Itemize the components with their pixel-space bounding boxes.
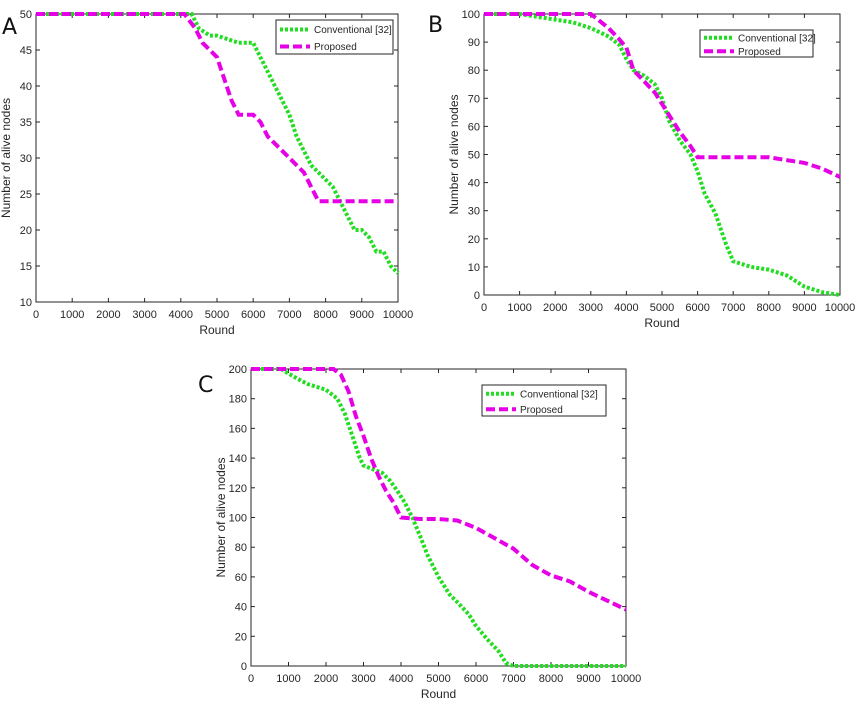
series-line-conventional (484, 12, 841, 297)
y-tick-label: 25 (20, 189, 32, 201)
y-tick-label: 20 (20, 225, 32, 237)
legend-label-conventional: Conventional [32] (520, 389, 598, 400)
y-tick-label: 20 (235, 631, 247, 643)
series-line-proposed (251, 367, 627, 612)
x-tick-label: 2000 (543, 302, 567, 314)
y-axis-title: Number of alive nodes (0, 98, 13, 218)
y-tick-label: 0 (474, 290, 480, 302)
x-tick-label: 0 (33, 309, 39, 321)
x-tick-label: 9000 (576, 673, 600, 685)
panel-letter: B (428, 13, 443, 38)
series-line-proposed (36, 12, 398, 204)
x-tick-label: 7000 (277, 309, 301, 321)
y-tick-label: 60 (235, 572, 247, 584)
y-tick-label: 140 (229, 453, 247, 465)
y-tick-label: 40 (468, 178, 480, 190)
y-axis-title: Number of alive nodes (447, 94, 461, 214)
x-tick-label: 0 (481, 302, 487, 314)
y-tick-label: 0 (241, 661, 247, 673)
x-tick-label: 9000 (350, 309, 374, 321)
x-tick-label: 10000 (825, 302, 856, 314)
y-tick-label: 180 (229, 394, 247, 406)
x-tick-label: 1000 (60, 309, 84, 321)
y-tick-label: 15 (20, 261, 32, 273)
x-axis-title: Round (199, 323, 234, 337)
x-tick-label: 1000 (276, 673, 300, 685)
x-tick-label: 5000 (650, 302, 674, 314)
x-tick-label: 9000 (792, 302, 816, 314)
x-tick-label: 6000 (241, 309, 265, 321)
legend-label-conventional: Conventional [32] (314, 25, 392, 36)
x-tick-label: 4000 (389, 673, 413, 685)
y-tick-label: 10 (20, 297, 32, 309)
legend-label-proposed: Proposed (520, 405, 563, 416)
y-tick-label: 40 (20, 81, 32, 93)
x-axis-title: Round (421, 687, 456, 701)
y-tick-label: 30 (468, 206, 480, 218)
x-tick-label: 10000 (611, 673, 642, 685)
y-tick-label: 45 (20, 45, 32, 57)
y-tick-label: 160 (229, 423, 247, 435)
y-tick-label: 30 (20, 153, 32, 165)
x-tick-label: 7000 (721, 302, 745, 314)
x-axis-title: Round (644, 316, 679, 330)
x-tick-label: 6000 (685, 302, 709, 314)
y-tick-label: 90 (468, 37, 480, 49)
x-tick-label: 1000 (507, 302, 531, 314)
legend-label-conventional: Conventional [32] (738, 33, 816, 44)
y-tick-label: 80 (235, 542, 247, 554)
x-tick-label: 2000 (96, 309, 120, 321)
y-tick-label: 120 (229, 483, 247, 495)
y-tick-label: 100 (229, 513, 247, 525)
x-tick-label: 10000 (383, 309, 414, 321)
x-tick-label: 7000 (501, 673, 525, 685)
x-tick-label: 3000 (132, 309, 156, 321)
panel-letter: A (2, 15, 17, 40)
x-tick-label: 2000 (314, 673, 338, 685)
chart-panel-a: 0 1000 2000 3000 4000 5000 6000 7000 8000 9000 100… (0, 9, 413, 337)
y-tick-label: 50 (20, 9, 32, 21)
x-tick-label: 5000 (205, 309, 229, 321)
chart-panel-b: 0 1000 2000 3000 4000 5000 6000 7000 8000 9000 100… (428, 9, 855, 330)
x-tick-label: 8000 (757, 302, 781, 314)
y-tick-label: 60 (468, 121, 480, 133)
y-tick-label: 35 (20, 117, 32, 129)
x-tick-label: 4000 (614, 302, 638, 314)
x-tick-label: 6000 (464, 673, 488, 685)
x-tick-label: 8000 (539, 673, 563, 685)
y-tick-label: 200 (229, 364, 247, 376)
y-tick-label: 80 (468, 65, 480, 77)
x-tick-label: 4000 (169, 309, 193, 321)
legend-label-proposed: Proposed (738, 47, 781, 58)
legend-label-proposed: Proposed (314, 42, 357, 53)
panel-letter: C (198, 373, 213, 398)
legend: Conventional [32] Proposed (481, 384, 607, 417)
series-line-proposed (484, 12, 841, 179)
y-axis-title: Number of alive nodes (214, 457, 228, 577)
x-tick-label: 3000 (579, 302, 603, 314)
x-tick-label: 3000 (351, 673, 375, 685)
legend: Conventional [32] Proposed (275, 19, 394, 55)
y-tick-label: 20 (468, 234, 480, 246)
y-tick-label: 40 (235, 602, 247, 614)
series-line-conventional (251, 367, 626, 668)
x-tick-label: 0 (248, 673, 254, 685)
y-tick-label: 50 (468, 150, 480, 162)
legend: Conventional [32] Proposed (699, 29, 816, 58)
y-tick-label: 10 (468, 262, 480, 274)
x-tick-label: 8000 (313, 309, 337, 321)
y-tick-label: 70 (468, 93, 480, 105)
x-tick-label: 5000 (426, 673, 450, 685)
chart-panel-c: 0 1000 2000 3000 4000 5000 6000 7000 8000 9000 100… (198, 364, 641, 701)
y-tick-label: 100 (462, 9, 480, 21)
